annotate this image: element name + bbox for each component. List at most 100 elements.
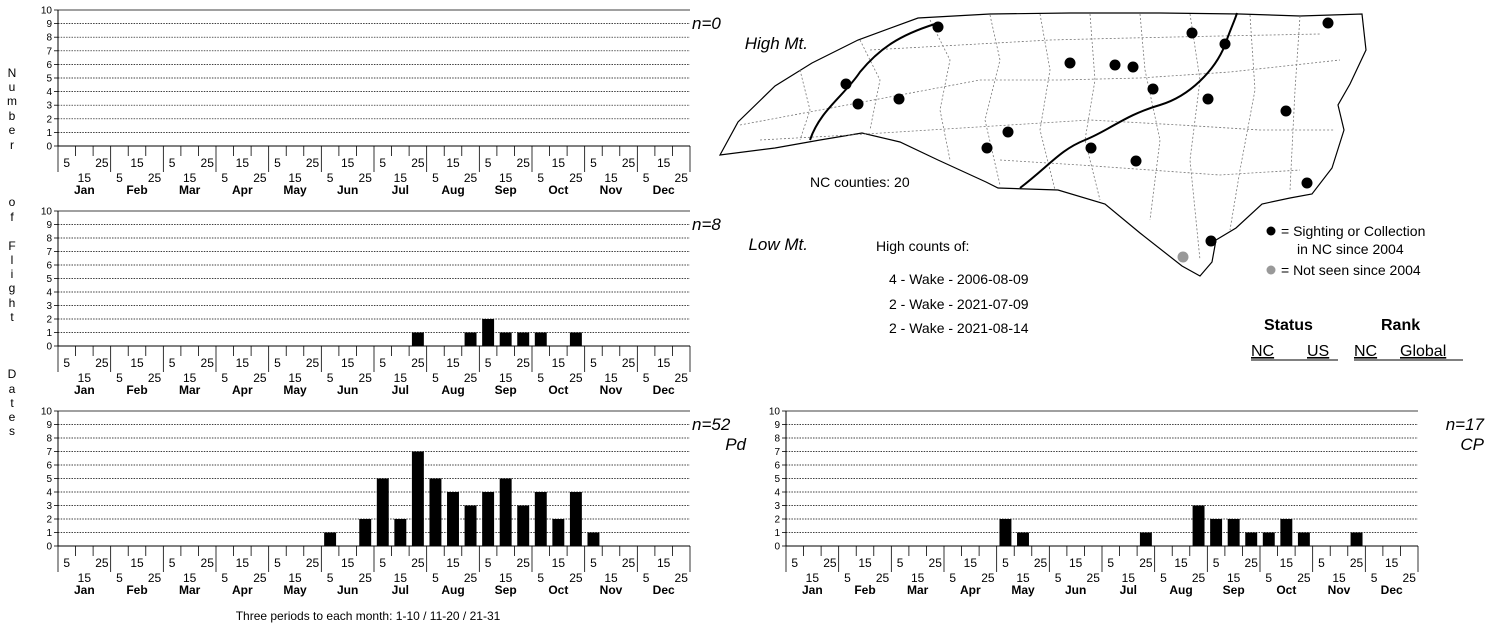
period-label-upper: 5 — [169, 556, 176, 570]
period-label-lower: 25 — [1087, 571, 1101, 585]
bar — [534, 492, 547, 546]
period-label-lower: 25 — [876, 571, 890, 585]
month-label: Jul — [1120, 583, 1137, 597]
period-label-lower: 25 — [675, 571, 689, 585]
bar — [569, 492, 582, 546]
period-label-upper: 25 — [622, 356, 636, 370]
period-label-upper: 15 — [1069, 556, 1083, 570]
period-label-lower: 15 — [1227, 571, 1241, 585]
period-label-lower: 5 — [643, 371, 650, 385]
rank-heading: Rank — [1381, 317, 1420, 334]
y-tick-label: 4 — [774, 488, 780, 499]
period-label-upper: 5 — [590, 156, 597, 170]
period-label-lower: 15 — [604, 571, 618, 585]
y-tick-label: 10 — [41, 407, 53, 418]
period-label-upper: 25 — [1350, 556, 1364, 570]
region-label: Low Mt. — [748, 235, 808, 254]
period-label-upper: 15 — [236, 556, 250, 570]
month-label: Jun — [337, 583, 358, 597]
period-label-upper: 5 — [1318, 556, 1325, 570]
bar — [1017, 532, 1029, 546]
y-tick-label: 4 — [46, 488, 52, 499]
month-label: Apr — [232, 583, 253, 597]
bar — [324, 532, 337, 546]
period-label-upper: 5 — [274, 556, 281, 570]
period-label-lower: 15 — [604, 371, 618, 385]
y-axis-label-char: a — [9, 382, 16, 396]
y-tick-label: 5 — [46, 474, 52, 485]
bar — [1245, 532, 1258, 546]
period-label-upper: 15 — [341, 356, 355, 370]
status-rank-block: Status Rank NC US NC Global — [1251, 317, 1463, 361]
period-label-upper: 5 — [169, 156, 176, 170]
sighting-dot — [1202, 93, 1214, 105]
bar — [499, 332, 512, 346]
period-label-upper: 15 — [446, 356, 460, 370]
month-label: Nov — [1328, 583, 1351, 597]
y-tick-label: 10 — [769, 407, 781, 418]
month-label: Mar — [179, 583, 201, 597]
period-label-lower: 15 — [1122, 571, 1136, 585]
month-label: Oct — [548, 583, 568, 597]
period-label-lower: 25 — [359, 171, 373, 185]
month-label: Nov — [600, 583, 623, 597]
period-label-upper: 25 — [1034, 556, 1048, 570]
period-label-upper: 5 — [1213, 556, 1220, 570]
n-count-label: n=52 — [692, 415, 731, 434]
month-label: Sep — [495, 383, 517, 397]
period-label-upper: 5 — [274, 156, 281, 170]
period-label-lower: 5 — [221, 371, 228, 385]
sighting-dot — [1085, 142, 1097, 154]
month-label: Sep — [495, 583, 517, 597]
month-label: Jun — [337, 383, 358, 397]
sighting-dot — [1109, 59, 1121, 71]
period-label-lower: 5 — [221, 171, 228, 185]
period-label-lower: 25 — [148, 171, 162, 185]
sighting-dot — [981, 142, 993, 154]
period-label-upper: 5 — [379, 356, 386, 370]
y-tick-label: 3 — [46, 501, 52, 512]
sighting-dot — [1280, 105, 1292, 117]
y-tick-label: 8 — [46, 434, 52, 445]
sighting-dot — [1322, 17, 1334, 29]
period-label-upper: 25 — [201, 156, 215, 170]
y-axis-label-char: g — [9, 281, 16, 295]
month-label: Jun — [337, 183, 358, 197]
y-tick-label: 2 — [46, 315, 52, 326]
y-tick-label: 9 — [46, 19, 52, 30]
month-label: Oct — [1276, 583, 1296, 597]
bar — [499, 478, 512, 546]
month-label: Apr — [960, 583, 981, 597]
month-label: Apr — [232, 183, 253, 197]
historic-dot — [1177, 251, 1189, 263]
period-label-lower: 15 — [806, 571, 820, 585]
y-tick-label: 4 — [46, 288, 52, 299]
y-tick-label: 1 — [774, 528, 780, 539]
period-label-upper: 25 — [306, 356, 320, 370]
y-tick-label: 1 — [46, 328, 52, 339]
period-label-lower: 15 — [911, 571, 925, 585]
sighting-dot — [1064, 57, 1076, 69]
sighting-dot — [1205, 235, 1217, 247]
n-count-label: n=17 — [1446, 415, 1485, 434]
y-tick-label: 9 — [46, 420, 52, 431]
y-tick-label: 3 — [774, 501, 780, 512]
bar — [1262, 532, 1275, 546]
period-label-upper: 25 — [201, 356, 215, 370]
period-label-lower: 15 — [499, 171, 513, 185]
period-label-upper: 25 — [95, 156, 109, 170]
period-label-upper: 15 — [446, 156, 460, 170]
period-label-upper: 5 — [274, 356, 281, 370]
period-label-upper: 5 — [485, 156, 492, 170]
period-label-lower: 15 — [394, 171, 408, 185]
bar — [999, 519, 1012, 546]
month-label: Feb — [126, 583, 147, 597]
month-label: Jan — [802, 583, 823, 597]
n-count-label: n=8 — [692, 215, 721, 234]
bar — [1297, 532, 1310, 546]
y-tick-label: 8 — [46, 234, 52, 245]
month-label: Aug — [441, 383, 464, 397]
mountain-piedmont-boundary — [809, 23, 936, 141]
region-label: CP — [1460, 435, 1484, 454]
